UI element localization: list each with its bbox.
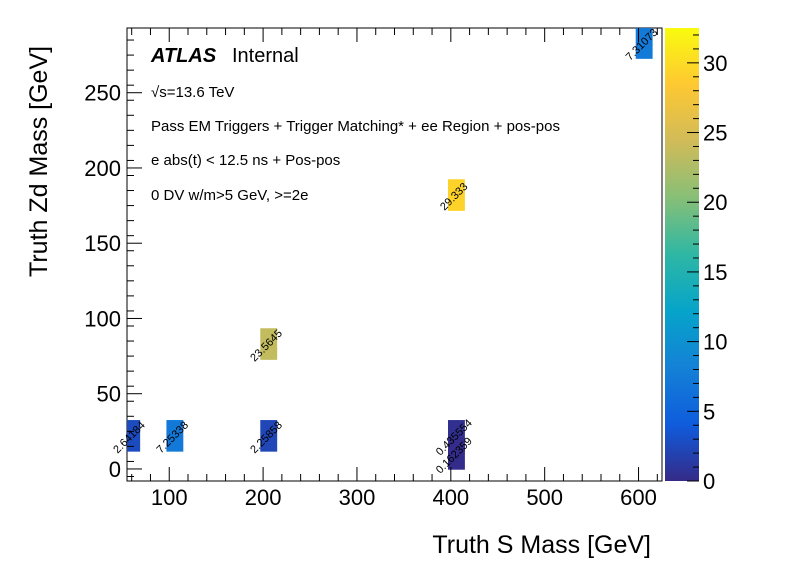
- z-tick-label: 20: [703, 190, 727, 215]
- y-tick-label: 100: [84, 306, 121, 331]
- z-tick-label: 10: [703, 330, 727, 355]
- x-tick-label: 200: [245, 485, 282, 510]
- x-tick-label: 300: [339, 485, 376, 510]
- internal-text: Internal: [232, 45, 299, 67]
- cells-layer: 2.64184 7.25338 2.2585823.56450.4355540.16…: [111, 27, 660, 477]
- selection-line-3: 0 DV w/m>5 GeV, >=2e: [151, 187, 308, 204]
- y-tick-label: 50: [97, 382, 121, 407]
- atlas-label: ATLAS Internal: [150, 45, 299, 67]
- x-tick-label: 400: [432, 485, 469, 510]
- y-axis-title: Truth Zd Mass [GeV]: [25, 46, 53, 277]
- heatmap-cell: [260, 328, 278, 360]
- heatmap-cell: [448, 438, 465, 470]
- z-tick-label: 30: [703, 51, 727, 76]
- y-tick-label: 200: [84, 156, 121, 181]
- x-tick-label: 500: [526, 485, 563, 510]
- axes-layer: 100 200 300 400 500 600 0 50 100 150 200 250: [84, 28, 658, 510]
- heatmap-cell: [127, 420, 141, 452]
- z-tick-label: 25: [703, 121, 727, 146]
- heatmap-cell: [635, 28, 653, 59]
- y-tick-label: 150: [84, 231, 121, 256]
- z-tick-label: 0: [703, 469, 715, 494]
- color-bar-axis: 0 5 10 15 20 25 30: [687, 34, 727, 494]
- x-axis-title: Truth S Mass [GeV]: [432, 531, 651, 559]
- z-tick-label: 5: [703, 399, 715, 424]
- color-bar: [665, 28, 699, 481]
- heatmap-cell: [166, 420, 184, 452]
- heatmap-cell: [448, 179, 465, 211]
- selection-line-2: e abs(t) < 12.5 ns + Pos-pos: [151, 152, 340, 169]
- z-tick-label: 15: [703, 260, 727, 285]
- selection-line-1: Pass EM Triggers + Trigger Matching* + e…: [151, 118, 560, 135]
- heatmap-cell: [260, 420, 278, 452]
- energy-label: √s=13.6 TeV: [151, 84, 234, 101]
- x-tick-label: 600: [620, 485, 657, 510]
- y-tick-label: 0: [109, 457, 121, 482]
- atlas-text: ATLAS: [150, 45, 217, 67]
- y-tick-label: 250: [84, 81, 121, 106]
- x-tick-label: 100: [151, 485, 188, 510]
